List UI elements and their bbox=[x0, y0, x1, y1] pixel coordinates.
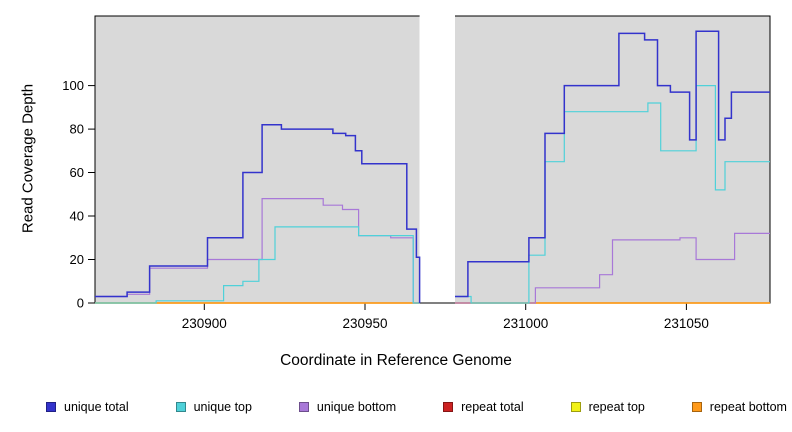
series-line-unique-total bbox=[455, 30, 770, 298]
y-tick-label: 40 bbox=[70, 209, 84, 224]
legend-swatch bbox=[298, 402, 309, 412]
y-tick-label: 60 bbox=[70, 165, 84, 180]
x-axis-label: Coordinate in Reference Genome bbox=[280, 352, 512, 369]
legend-swatch bbox=[443, 402, 454, 412]
legend-label: unique top bbox=[193, 400, 252, 414]
coverage-gap bbox=[419, 8, 455, 302]
series-line-unique-top bbox=[455, 85, 770, 304]
legend-label: unique bottom bbox=[316, 400, 397, 414]
legend-item-unique-top: unique top bbox=[175, 400, 252, 414]
x-tick-label: 231050 bbox=[664, 316, 709, 331]
legend-label: repeat total bbox=[461, 400, 524, 414]
legend: unique total unique top unique bottom repea… bbox=[46, 400, 787, 414]
legend-swatch bbox=[691, 402, 702, 412]
x-tick-label: 230950 bbox=[342, 316, 387, 331]
x-tick-label: 231000 bbox=[503, 316, 548, 331]
y-tick-label: 80 bbox=[70, 122, 84, 137]
y-axis-label: Read Coverage Depth bbox=[19, 83, 37, 234]
legend-swatch bbox=[175, 402, 186, 412]
legend-item-unique-total: unique total bbox=[46, 400, 129, 414]
plot-panel-left bbox=[95, 16, 420, 303]
legend-label: repeat top bbox=[588, 400, 645, 414]
series-line-unique-total bbox=[95, 123, 421, 303]
legend-item-unique-bottom: unique bottom bbox=[298, 400, 397, 414]
legend-label: repeat bottom bbox=[709, 400, 787, 414]
series-line-unique-top bbox=[95, 226, 420, 304]
y-tick-label: 20 bbox=[70, 252, 84, 267]
x-tick-label: 230900 bbox=[182, 316, 227, 331]
legend-label: unique total bbox=[64, 400, 129, 414]
y-tick-label: 0 bbox=[77, 296, 84, 311]
legend-swatch bbox=[570, 402, 581, 412]
y-tick-label: 100 bbox=[62, 78, 84, 93]
series-line-unique-bottom bbox=[455, 232, 770, 304]
legend-swatch bbox=[46, 402, 56, 412]
legend-item-repeat-total: repeat total bbox=[443, 400, 524, 414]
legend-item-repeat-bottom: repeat bottom bbox=[691, 400, 787, 414]
legend-item-repeat-top: repeat top bbox=[570, 400, 645, 414]
